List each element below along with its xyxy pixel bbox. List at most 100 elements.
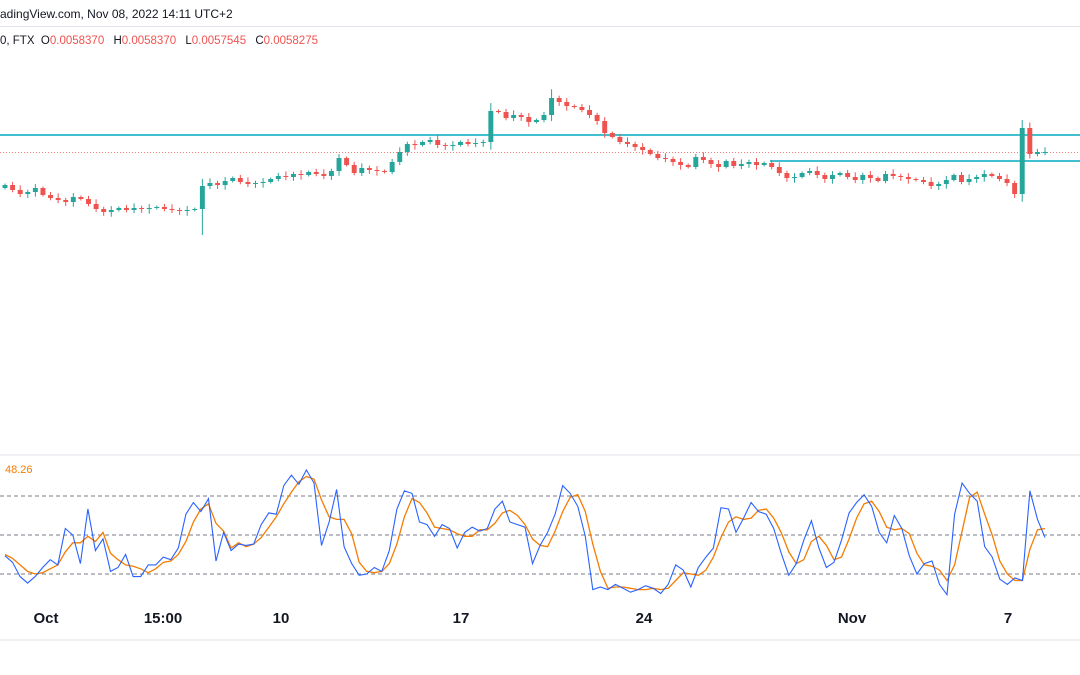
low-value: 0.0057545 <box>191 35 247 47</box>
candle <box>139 205 145 213</box>
candle-body <box>503 112 509 118</box>
candle-body <box>253 183 258 184</box>
candle-body <box>1027 128 1033 154</box>
candle-body <box>731 161 737 166</box>
candle-body <box>55 198 61 200</box>
candle-body <box>306 172 312 175</box>
candle <box>913 177 919 182</box>
oscillator-pane <box>0 468 1080 597</box>
candle-body <box>116 208 122 210</box>
candle <box>48 191 54 201</box>
candle <box>814 166 820 179</box>
candle <box>716 160 722 172</box>
candle <box>169 204 175 214</box>
candle <box>731 157 737 169</box>
candle <box>867 171 873 183</box>
candle-body <box>222 181 228 185</box>
close-key: C <box>255 35 264 47</box>
candle <box>700 152 706 164</box>
candle-body <box>602 121 608 133</box>
candle <box>837 171 843 177</box>
candle <box>192 207 198 212</box>
candle-body <box>594 115 600 121</box>
candle <box>458 140 463 147</box>
candle <box>420 140 425 147</box>
candle-body <box>161 207 167 209</box>
candle <box>678 158 684 170</box>
time-tick-label: Oct <box>33 610 58 627</box>
candle <box>17 185 23 198</box>
candle-body <box>374 170 380 171</box>
high-key: H <box>113 35 122 47</box>
candle-body <box>617 137 623 142</box>
candle <box>55 193 61 204</box>
candle <box>617 133 623 145</box>
candle-body <box>921 180 927 182</box>
candle-body <box>966 179 972 182</box>
candle <box>291 171 296 181</box>
candle <box>465 138 471 147</box>
candle <box>852 172 858 184</box>
candle <box>541 111 547 123</box>
candle <box>936 181 942 190</box>
price-levels-layer <box>0 134 1080 162</box>
time-tick-label: 15:00 <box>144 610 182 627</box>
candle-body <box>215 183 221 185</box>
candle <box>488 103 494 150</box>
candle <box>495 109 501 114</box>
candle-body <box>533 120 539 122</box>
candle-body <box>78 197 84 199</box>
candle-body <box>450 145 456 146</box>
candle-body <box>708 160 714 164</box>
candle-body <box>465 142 471 144</box>
candle <box>1019 120 1025 202</box>
candle-body <box>685 165 691 167</box>
candle-body <box>905 177 911 179</box>
candle-body <box>435 140 441 145</box>
candle-body <box>70 197 76 202</box>
candle <box>792 173 797 183</box>
candle-body <box>996 176 1002 179</box>
candle-body <box>625 142 630 144</box>
candle-body <box>1034 152 1040 154</box>
candle <box>328 168 334 180</box>
candle <box>366 165 372 174</box>
candle <box>905 173 911 184</box>
candle-body <box>93 204 99 209</box>
candle <box>207 178 213 190</box>
candle-body <box>807 171 813 173</box>
candle-body <box>427 140 433 142</box>
candle-body <box>959 175 964 182</box>
candle <box>632 141 638 151</box>
candle-body <box>32 188 38 192</box>
time-tick-label: Nov <box>838 610 867 627</box>
candle-body <box>1004 179 1010 183</box>
candle-body <box>2 185 8 188</box>
candle-body <box>845 173 851 177</box>
time-tick-label: 10 <box>273 610 290 627</box>
candle-body <box>943 180 949 184</box>
candle <box>101 206 107 216</box>
candle-body <box>86 199 91 204</box>
candle-body <box>792 177 797 178</box>
candle-body <box>632 144 638 147</box>
time-axis: Oct 15:00 10 17 24 Nov 7 <box>33 610 1012 627</box>
candle-body <box>640 147 646 150</box>
candle-body <box>17 190 23 194</box>
candle <box>875 176 881 183</box>
candle <box>10 181 16 193</box>
candle-body <box>936 184 942 186</box>
candle <box>374 166 380 176</box>
oscillator-d-line <box>4 475 1046 591</box>
candle <box>1042 147 1048 156</box>
candle-body <box>268 179 274 182</box>
candle <box>1034 148 1040 157</box>
candle-body <box>275 176 281 179</box>
candle <box>275 172 281 182</box>
candle <box>670 156 676 166</box>
candle-body <box>404 144 410 152</box>
candle-body <box>420 142 425 145</box>
candle <box>40 186 46 197</box>
candle <box>215 180 221 189</box>
